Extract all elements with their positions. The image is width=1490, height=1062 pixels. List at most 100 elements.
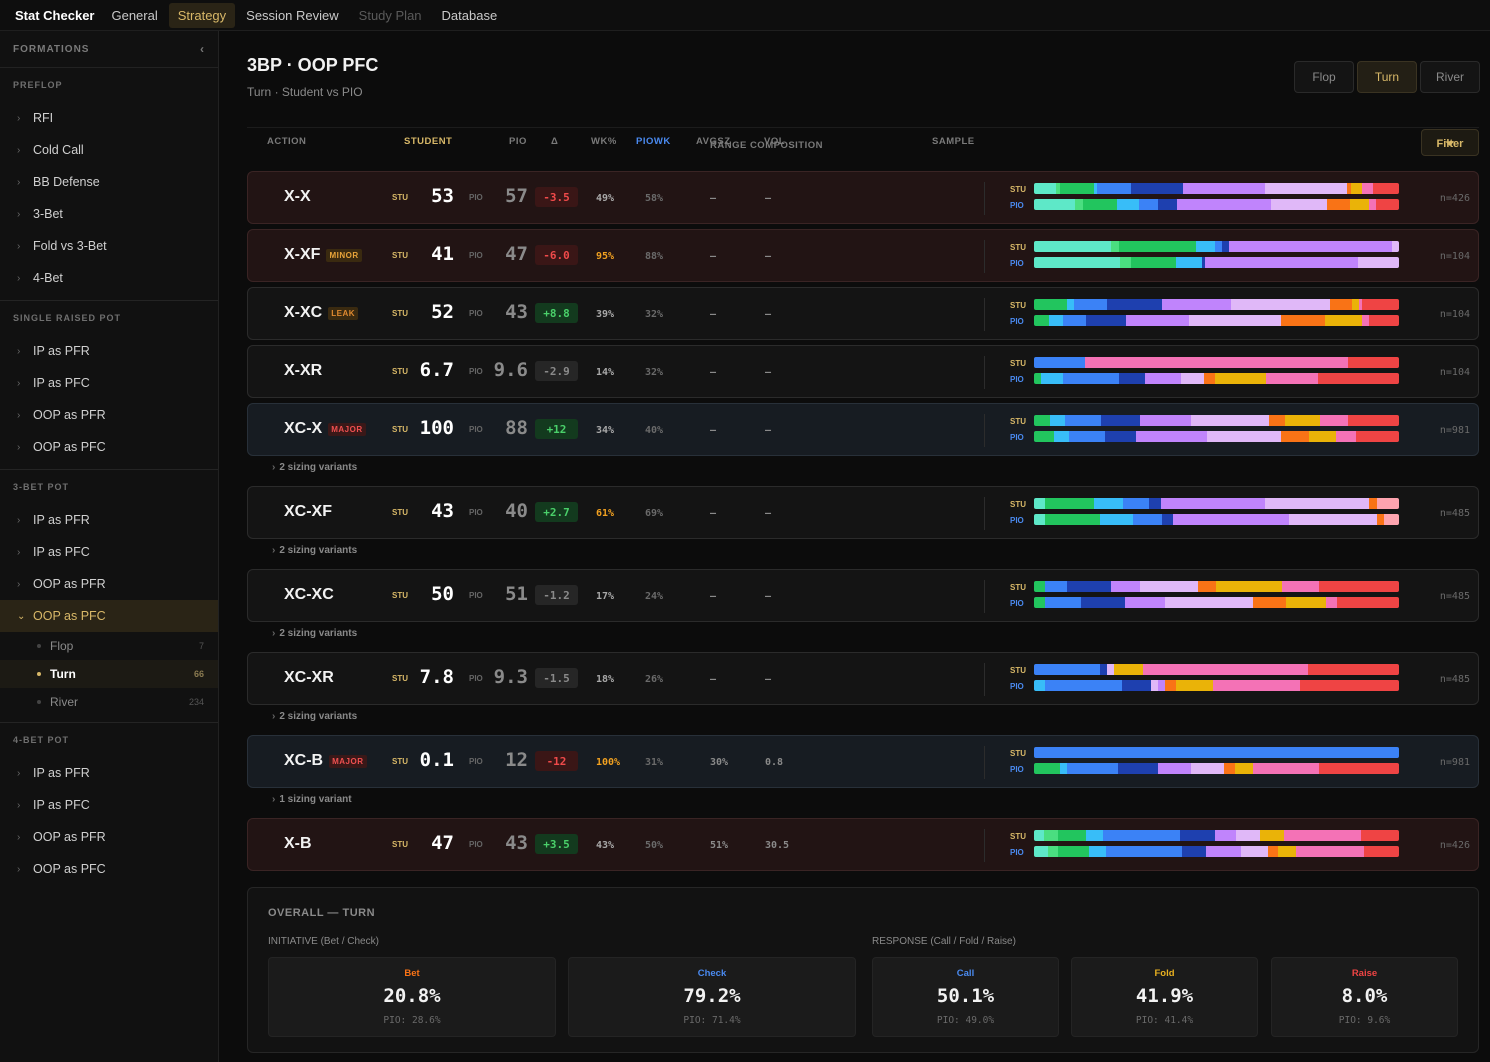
stat-label: Check [697,968,727,979]
sidebar-item[interactable]: › BB Defense [0,166,218,198]
sample-size: n=104 [1439,309,1470,320]
range-segment [1060,183,1094,194]
sizing-variants-toggle[interactable]: › 2 sizing variants [272,545,357,556]
app-brand[interactable]: Stat Checker [15,7,95,23]
pio-label: PIO [469,591,483,600]
range-segment [1318,581,1341,592]
range-segment [1223,763,1235,774]
sidebar-item[interactable]: › RFI [0,102,218,134]
wk-value: 49% [596,193,615,204]
avgsz-value: 30% [710,757,729,768]
range-segment [1281,431,1309,442]
col-student: STUDENT [404,136,453,147]
stu-label: STU [392,757,408,766]
range-segment [1034,581,1045,592]
range-segment [1161,514,1173,525]
nav-tab-study-plan[interactable]: Study Plan [358,7,422,23]
divider [984,497,985,530]
action-row[interactable]: XC-XC STU 50 PIO 51 -1.2 17% 24% — — STU PIO n=485 [247,569,1479,622]
nav-tab-strategy[interactable]: Strategy [168,2,236,28]
student-range-bar [1034,357,1399,368]
stat-value: 50.1% [936,985,995,1007]
sidebar-item[interactable]: › IP as PFR [0,504,218,536]
range-segment [1114,664,1144,675]
action-row[interactable]: XC-XR STU 7.8 PIO 9.3 -1.5 18% 26% — — STU PIO n=485 [247,652,1479,705]
sidebar-item[interactable]: › OOP as PFR [0,821,218,853]
chevron-right-icon: › [17,831,21,843]
pio-range-bar [1034,373,1399,384]
sidebar-item[interactable]: › 3-Bet [0,198,218,230]
range-segment [1391,241,1399,252]
range-segment [1048,315,1064,326]
range-segment [1034,415,1050,426]
top-nav: Stat Checker General Strategy Session Re… [0,0,1490,31]
action-row[interactable]: XC-X MAJOR STU 100 PIO 88 +12 34% 40% — — STU PIO n=9… [247,403,1479,456]
sidebar-item[interactable]: › OOP as PFC [0,853,218,885]
nav-tab-session-review[interactable]: Session Review [246,7,339,23]
collapse-chevron-icon[interactable]: ‹ [200,42,205,56]
divider [984,663,985,696]
chevron-right-icon: › [17,272,21,284]
chevron-right-icon: › [17,863,21,875]
range-segment [1259,830,1285,841]
vol-value: — [765,591,772,602]
sidebar-item[interactable]: › Fold vs 3-Bet [0,230,218,262]
stat-card-fold: Fold 41.9% PIO: 41.4% [1071,957,1258,1037]
sidebar-item-active[interactable]: ⌄ OOP as PFC [0,600,218,632]
chevron-right-icon: › [17,578,21,590]
sidebar-item[interactable]: › OOP as PFR [0,399,218,431]
subitem-count: 7 [198,641,204,651]
action-row[interactable]: X-XF MINOR STU 41 PIO 47 -6.0 95% 88% — — STU PIO n=1… [247,229,1479,282]
sidebar-item[interactable]: › IP as PFR [0,757,218,789]
delta-badge: -12 [535,751,578,771]
nav-tab-general[interactable]: General [111,7,158,23]
range-segment [1103,830,1180,841]
action-row[interactable]: XC-B MAJOR STU 0.1 PIO 12 -12 100% 31% 30% 0.8 STU P… [247,735,1479,788]
range-segment [1065,415,1101,426]
sidebar-item[interactable]: › IP as PFR [0,335,218,367]
range-segment [1351,299,1359,310]
stu-label: STU [392,508,408,517]
range-segment [1280,315,1326,326]
street-tab-river[interactable]: River [1420,61,1480,93]
pio-label: PIO [469,425,483,434]
range-segment [1100,415,1140,426]
range-segment [1172,514,1290,525]
sidebar-subitem-turn[interactable]: Turn 66 [0,660,218,688]
sizing-variants-toggle[interactable]: › 1 sizing variant [272,794,352,805]
range-segment [1093,498,1124,509]
range-segment [1369,315,1399,326]
action-row[interactable]: X-XC LEAK STU 52 PIO 43 +8.8 39% 32% — — STU PIO n=10… [247,287,1479,340]
sidebar-item[interactable]: › OOP as PFR [0,568,218,600]
sidebar-item[interactable]: › IP as PFC [0,789,218,821]
street-tab-flop[interactable]: Flop [1294,61,1354,93]
sidebar-subitem-river[interactable]: River 234 [0,688,218,716]
street-tab-turn[interactable]: Turn [1357,61,1417,93]
action-row[interactable]: XC-XF STU 43 PIO 40 +2.7 61% 69% — — STU PIO n=485 [247,486,1479,539]
severity-badge: MAJOR [329,754,367,768]
action-row[interactable]: X-B STU 47 PIO 43 +3.5 43% 50% 51% 30.5 STU PIO n=42… [247,818,1479,871]
delta-badge: -3.5 [535,187,578,207]
sizing-variants-toggle[interactable]: › 2 sizing variants [272,711,357,722]
sidebar-item[interactable]: › IP as PFC [0,367,218,399]
overall-title: OVERALL — TURN [268,907,376,919]
sidebar-item[interactable]: › Cold Call [0,134,218,166]
action-name: X-B [284,835,312,853]
range-segment [1308,431,1337,442]
range-segment [1361,183,1373,194]
action-row[interactable]: X-XR STU 6.7 PIO 9.6 -2.9 14% 32% — — STU PIO n=104 [247,345,1479,398]
student-range-bar [1034,183,1399,194]
range-segment [1044,597,1082,608]
range-segment [1132,514,1162,525]
avgsz-value: — [710,591,717,602]
sidebar-item[interactable]: › 4-Bet [0,262,218,294]
sidebar-item[interactable]: › OOP as PFC [0,431,218,463]
sidebar-item[interactable]: › IP as PFC [0,536,218,568]
range-segment [1125,597,1166,608]
action-row[interactable]: X-X STU 53 PIO 57 -3.5 49% 58% — — STU PIO n=426 [247,171,1479,224]
sidebar-subitem-flop[interactable]: Flop 7 [0,632,218,660]
nav-tab-database[interactable]: Database [441,7,498,23]
sizing-variants-toggle[interactable]: › 2 sizing variants [272,462,357,473]
filter-button[interactable]: ⏷ Filter [1421,129,1479,156]
sizing-variants-toggle[interactable]: › 2 sizing variants [272,628,357,639]
